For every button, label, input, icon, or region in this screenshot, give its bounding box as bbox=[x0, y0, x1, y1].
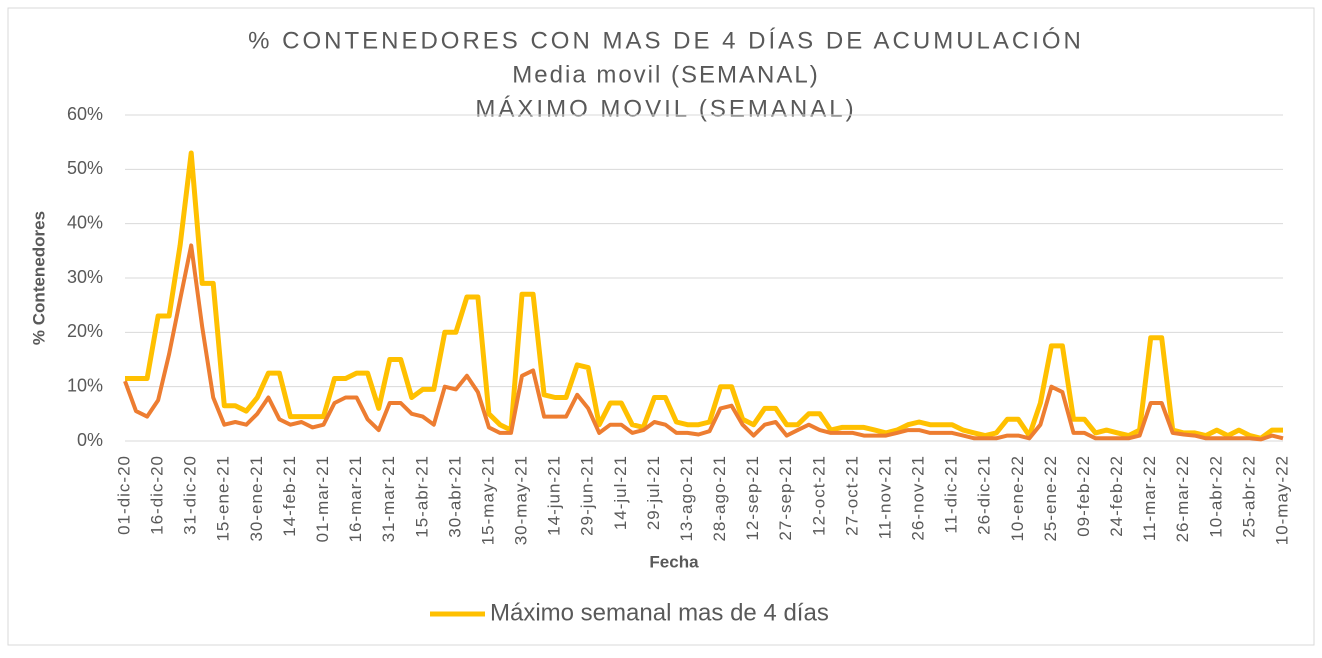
x-tick-label: 13-ago-21 bbox=[677, 455, 696, 542]
x-tick-label: 27-sep-21 bbox=[776, 455, 795, 541]
y-tick-label: 10% bbox=[67, 375, 103, 395]
x-tick-label: 11-dic-21 bbox=[942, 455, 961, 534]
x-tick-label: 16-mar-21 bbox=[346, 455, 365, 542]
x-tick-label: 28-ago-21 bbox=[710, 455, 729, 542]
x-tick-label: 25-abr-22 bbox=[1239, 455, 1258, 538]
series-line bbox=[125, 150, 1283, 441]
x-tick-label: 10-ene-22 bbox=[1008, 455, 1027, 542]
y-tick-label: 60% bbox=[67, 104, 103, 124]
x-tick-label: 14-jun-21 bbox=[545, 455, 564, 536]
x-tick-label: 14-jul-21 bbox=[611, 455, 630, 530]
chart-frame bbox=[7, 7, 1315, 646]
x-tick-label: 31-dic-20 bbox=[181, 455, 200, 535]
x-tick-label: 31-mar-21 bbox=[379, 455, 398, 542]
x-tick-label: 30-abr-21 bbox=[445, 455, 464, 538]
x-tick-label: 15-ene-21 bbox=[214, 455, 233, 542]
chart-subtitle: Media movil (SEMANAL) bbox=[512, 61, 819, 88]
chart-subtitle: MÁXIMO MOVIL (SEMANAL) bbox=[475, 95, 856, 122]
x-tick-label: 30-ene-21 bbox=[247, 455, 266, 542]
x-tick-label: 26-dic-21 bbox=[975, 455, 994, 535]
x-tick-label: 16-dic-20 bbox=[148, 455, 167, 535]
x-tick-label: 01-dic-20 bbox=[114, 455, 133, 535]
x-tick-label: 29-jun-21 bbox=[578, 455, 597, 536]
y-tick-label: 50% bbox=[67, 158, 103, 178]
x-axis-title: Fecha bbox=[649, 552, 699, 571]
y-tick-label: 20% bbox=[67, 321, 103, 341]
x-tick-label: 29-jul-21 bbox=[644, 455, 663, 530]
x-tick-label: 27-oct-21 bbox=[842, 455, 861, 536]
x-tick-label: 14-feb-21 bbox=[280, 455, 299, 537]
x-tick-label: 26-nov-21 bbox=[909, 455, 928, 541]
x-tick-label: 01-mar-21 bbox=[313, 455, 332, 542]
y-tick-label: 30% bbox=[67, 267, 103, 287]
series-line bbox=[123, 243, 1284, 442]
x-tick-label: 15-may-21 bbox=[478, 455, 497, 545]
x-tick-label: 30-may-21 bbox=[512, 455, 531, 545]
y-axis-title: % Contenedores bbox=[29, 211, 48, 345]
x-tick-label: 09-feb-22 bbox=[1074, 455, 1093, 537]
x-tick-label: 11-mar-22 bbox=[1140, 455, 1159, 541]
x-tick-label: 15-abr-21 bbox=[412, 455, 431, 538]
x-tick-label: 25-ene-22 bbox=[1041, 455, 1060, 542]
x-tick-label: 24-feb-22 bbox=[1107, 455, 1126, 537]
x-tick-label: 12-oct-21 bbox=[809, 455, 828, 536]
x-tick-label: 10-abr-22 bbox=[1206, 455, 1225, 538]
legend-label: Máximo semanal mas de 4 días bbox=[490, 599, 829, 626]
y-tick-label: 40% bbox=[67, 212, 103, 232]
y-tick-label: 0% bbox=[77, 430, 103, 450]
x-tick-label: 11-nov-21 bbox=[875, 455, 894, 539]
x-tick-label: 10-may-22 bbox=[1272, 455, 1291, 545]
x-tick-label: 12-sep-21 bbox=[743, 455, 762, 541]
x-tick-label: 26-mar-22 bbox=[1173, 455, 1192, 542]
chart-title: % CONTENEDORES CON MAS DE 4 DÍAS DE ACUM… bbox=[248, 27, 1084, 54]
